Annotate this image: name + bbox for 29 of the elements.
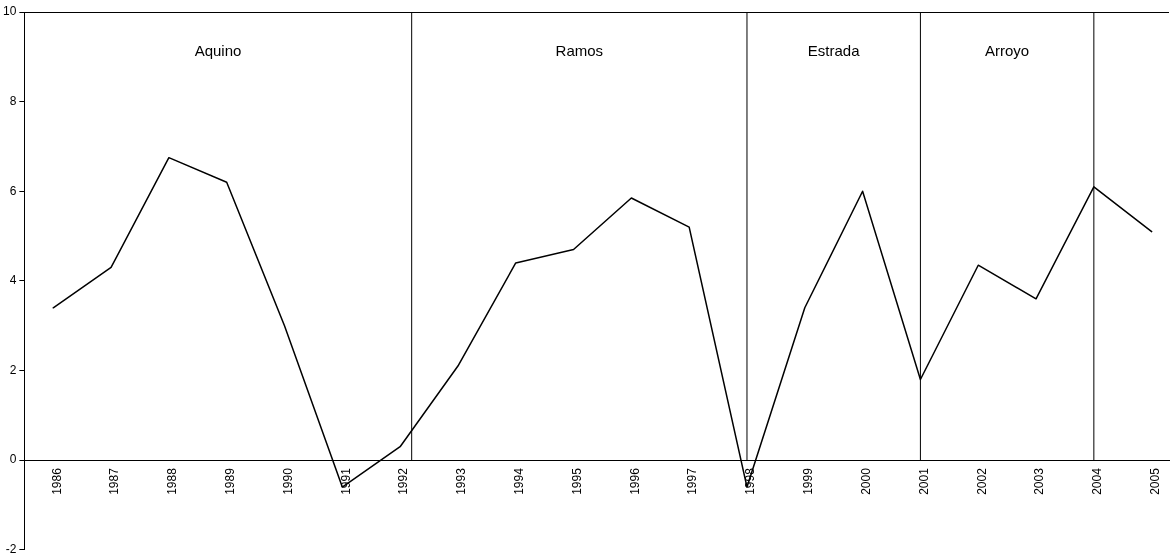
x-tick-label: 2004 (1090, 467, 1105, 495)
x-tick-label: 2003 (1032, 467, 1047, 495)
y-tick-label: 0 (9, 452, 17, 467)
x-tick-label: 1989 (223, 467, 237, 495)
x-tick-label: 2001 (916, 467, 931, 495)
x-tick-label: 1999 (801, 467, 816, 495)
x-tick-label: 1996 (627, 467, 642, 495)
x-tick-label: 2005 (1147, 467, 1162, 495)
x-tick-label: 1987 (107, 467, 122, 495)
x-tick-label: 1995 (569, 467, 584, 495)
x-tick-label: 1993 (454, 467, 469, 495)
annotation: Estrada (807, 42, 861, 60)
x-tick-label: 2002 (974, 467, 989, 495)
x-tick-label: 1992 (396, 467, 411, 495)
x-tick-label: 1990 (280, 467, 295, 495)
x-tick-label: 1997 (685, 467, 700, 495)
annotation: Arroyo (985, 42, 1030, 60)
x-tick-label: 1988 (165, 467, 180, 495)
y-tick-label: 2 (9, 362, 17, 377)
y-tick-label: 4 (9, 273, 17, 288)
x-tick-label: 1986 (49, 467, 64, 495)
annotation: Aquino (194, 42, 242, 60)
y-tick-label: 8 (9, 93, 17, 108)
y-tick-label: 6 (9, 183, 17, 198)
x-tick-label: 1994 (512, 467, 527, 495)
y-tick-label: -2 (5, 542, 17, 557)
y-tick-label: 10 (2, 4, 17, 19)
x-tick-label: 2000 (858, 467, 873, 495)
annotation: Ramos (555, 42, 604, 60)
